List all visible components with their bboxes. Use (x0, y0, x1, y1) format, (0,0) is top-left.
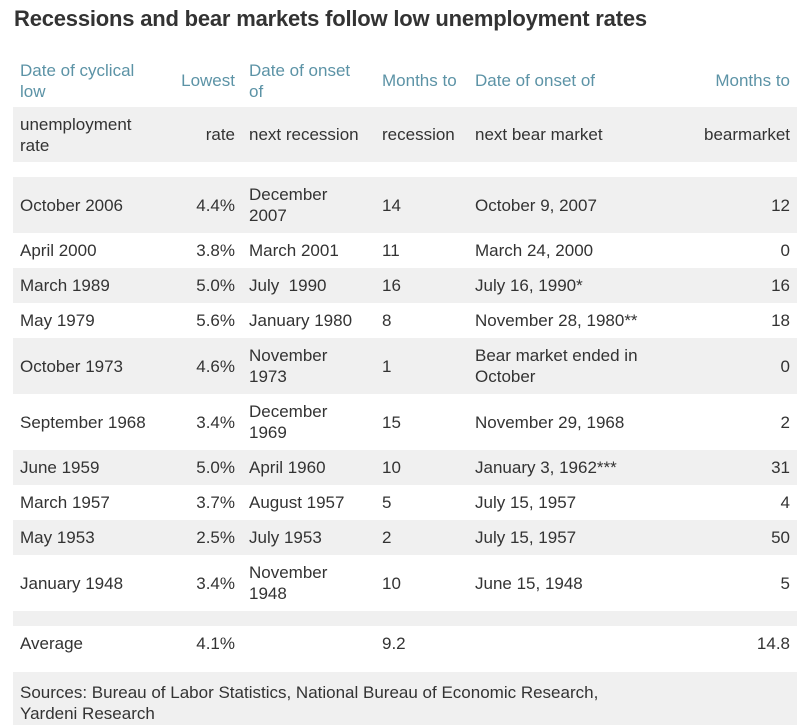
cell-onset-bear: October 9, 2007 (468, 177, 666, 233)
cell-lowest-rate: 3.8% (196, 241, 235, 260)
cell-months-recession: 2 (375, 520, 468, 555)
cell-onset-recession: July 1953 (242, 520, 375, 555)
cell-onset-recession: August 1957 (249, 493, 345, 512)
header-cyclical-low: Date of cyclical low (20, 60, 135, 101)
cell-lowest-rate: 3.7% (196, 493, 235, 512)
cell-onset-recession: December 1969 (249, 402, 328, 442)
spacer-row (13, 162, 797, 177)
average-months-recession: 9.2 (382, 634, 406, 653)
table-title: Recessions and bear markets follow low u… (14, 6, 647, 31)
cell-months-recession: 16 (375, 268, 468, 303)
cell-months-bear: 0 (780, 241, 790, 260)
cell-onset-bear: July 15, 1957 (475, 493, 577, 512)
cell-onset-bear: June 15, 1948 (475, 573, 583, 593)
cell-months-bear: 31 (666, 450, 797, 485)
cell-months-recession: 10 (382, 573, 401, 593)
header-months-recession: Months to (382, 71, 457, 90)
cell-cyclical-low: May 1979 (20, 311, 95, 330)
cell-lowest-rate: 3.4% (196, 573, 235, 593)
average-empty-recession (242, 626, 375, 661)
cell-onset-recession: March 2001 (249, 241, 339, 260)
cell-months-recession: 11 (382, 241, 400, 260)
subheader-row: unemployment rate rate next recession re… (13, 107, 797, 162)
average-rate: 4.1% (196, 634, 235, 653)
cell-cyclical-low: September 1968 (20, 412, 146, 432)
cell-months-bear: 2 (780, 412, 790, 432)
cell-months-recession: 8 (382, 311, 392, 330)
cell-onset-recession: January 1980 (249, 311, 353, 330)
cell-lowest-rate: 3.4% (196, 412, 235, 432)
sources-text: Sources: Bureau of Labor Statistics, Nat… (20, 683, 599, 723)
cell-cyclical-low: October 2006 (13, 177, 167, 233)
cell-onset-bear: November 28, 1980** (475, 311, 638, 330)
subheader-cyclical-low: unemployment rate (13, 107, 167, 162)
cell-months-recession: 14 (375, 177, 468, 233)
cell-cyclical-low: April 2000 (20, 241, 97, 260)
cell-lowest-rate: 4.6% (167, 338, 242, 394)
table-row: October 1973 4.6% November 1973 1 Bear m… (13, 338, 797, 394)
table-row: March 1957 3.7% August 1957 5 July 15, 1… (13, 485, 797, 520)
cell-onset-recession: July 1990 (242, 268, 375, 303)
average-empty-bear (468, 626, 666, 661)
cell-months-bear: 12 (666, 177, 797, 233)
header-onset-recession: Date of onset of (249, 60, 351, 101)
spacer-row (13, 611, 797, 626)
cell-cyclical-low: March 1957 (20, 493, 110, 512)
table-row: June 1959 5.0% April 1960 10 January 3, … (13, 450, 797, 485)
cell-onset-bear: July 16, 1990* (468, 268, 666, 303)
cell-onset-bear: November 29, 1968 (475, 412, 625, 432)
table-row: September 1968 3.4% December 1969 15 Nov… (13, 394, 797, 450)
subheader-months-recession: recession (375, 107, 468, 162)
sources-footer: Sources: Bureau of Labor Statistics, Nat… (13, 672, 797, 725)
cell-months-bear: 50 (666, 520, 797, 555)
average-label: Average (20, 634, 84, 653)
cell-onset-recession: April 1960 (242, 450, 375, 485)
header-onset-bear: Date of onset of (475, 71, 596, 90)
table-row: May 1979 5.6% January 1980 8 November 28… (13, 303, 797, 338)
header-months-bear: Months to (715, 71, 790, 90)
cell-months-bear: 5 (780, 573, 790, 593)
subheader-onset-bear: next bear market (468, 107, 666, 162)
table-row: March 1989 5.0% July 1990 16 July 16, 19… (13, 268, 797, 303)
cell-lowest-rate: 4.4% (167, 177, 242, 233)
subheader-lowest: rate (167, 107, 242, 162)
cell-months-bear: 0 (666, 338, 797, 394)
cell-cyclical-low: June 1959 (13, 450, 167, 485)
cell-onset-bear: March 24, 2000 (475, 241, 594, 260)
subheader-onset-recession: next recession (242, 107, 375, 162)
header-row: Date of cyclical low Lowest Date of onse… (13, 54, 797, 107)
cell-months-recession: 1 (375, 338, 468, 394)
cell-cyclical-low: May 1953 (13, 520, 167, 555)
cell-cyclical-low: January 1948 (20, 573, 124, 593)
cell-months-recession: 5 (382, 493, 392, 512)
cell-onset-bear: January 3, 1962*** (468, 450, 666, 485)
recession-table: Date of cyclical low Lowest Date of onse… (13, 54, 797, 661)
cell-lowest-rate: 5.6% (196, 311, 235, 330)
cell-onset-recession: November 1973 (242, 338, 375, 394)
table-row: May 1953 2.5% July 1953 2 July 15, 1957 … (13, 520, 797, 555)
cell-months-recession: 15 (382, 412, 401, 432)
cell-months-recession: 10 (375, 450, 468, 485)
header-lowest: Lowest (181, 71, 235, 90)
cell-cyclical-low: October 1973 (13, 338, 167, 394)
cell-cyclical-low: March 1989 (13, 268, 167, 303)
cell-months-bear: 18 (771, 311, 790, 330)
average-months-bear: 14.8 (756, 634, 790, 653)
cell-lowest-rate: 2.5% (167, 520, 242, 555)
table-row: January 1948 3.4% November 1948 10 June … (13, 555, 797, 611)
cell-lowest-rate: 5.0% (167, 450, 242, 485)
cell-onset-recession: December 2007 (242, 177, 375, 233)
cell-onset-bear: July 15, 1957 (468, 520, 666, 555)
cell-onset-recession: November 1948 (249, 563, 328, 603)
subheader-months-bear: bearmarket (666, 107, 797, 162)
cell-onset-bear: Bear market ended in October (468, 338, 666, 394)
table-row: October 2006 4.4% December 2007 14 Octob… (13, 177, 797, 233)
cell-months-bear: 4 (780, 493, 790, 512)
table-row: April 2000 3.8% March 2001 11 March 24, … (13, 233, 797, 268)
cell-months-bear: 16 (666, 268, 797, 303)
average-row: Average 4.1% 9.2 14.8 (13, 626, 797, 661)
cell-lowest-rate: 5.0% (167, 268, 242, 303)
